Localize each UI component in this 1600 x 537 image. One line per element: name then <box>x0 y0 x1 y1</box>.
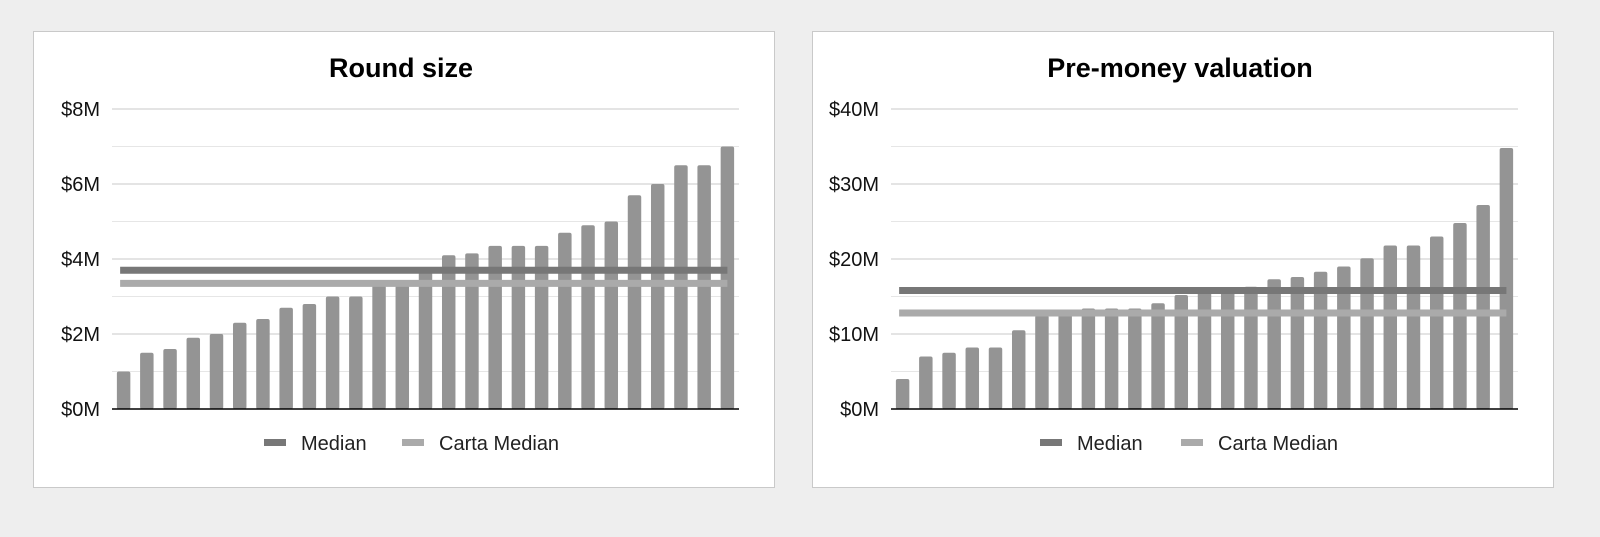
y-tick-label: $0M <box>840 399 879 421</box>
bar <box>919 356 933 409</box>
bar <box>965 347 980 409</box>
legend-label: Median <box>301 433 367 455</box>
bar <box>1313 271 1328 409</box>
y-tick-label: $6M <box>61 174 100 196</box>
bar <box>895 379 910 409</box>
y-tick-label: $30M <box>829 174 879 196</box>
bar <box>1151 303 1165 409</box>
bar <box>1244 286 1258 409</box>
y-tick-label: $8M <box>61 99 100 121</box>
bar <box>163 349 177 409</box>
legend-swatch <box>402 439 424 446</box>
bar <box>1174 295 1189 409</box>
legend-label: Carta Median <box>439 433 559 455</box>
legend-swatch <box>1040 439 1062 446</box>
bar <box>441 255 456 409</box>
bar <box>1220 287 1235 409</box>
bar <box>697 165 711 409</box>
bar <box>116 371 131 409</box>
bar <box>465 253 479 409</box>
bar <box>1337 266 1351 409</box>
pre-money-valuation-chart: Pre-money valuation $0M $10M $20M $30M $40M Me… <box>829 53 1518 455</box>
bar <box>349 296 363 409</box>
chart-title: Pre-money valuation <box>1047 53 1313 83</box>
pre-money-valuation-chart-panel: Pre-money valuation $0M $10M $20M $30M $40M Me… <box>812 31 1554 488</box>
chart-title: Round size <box>329 53 473 83</box>
bar <box>372 285 386 409</box>
legend-label: Median <box>1077 433 1143 455</box>
bar <box>140 352 154 409</box>
bar <box>650 184 665 409</box>
bar <box>720 146 735 409</box>
bar <box>302 304 317 409</box>
bar <box>558 232 572 409</box>
bar <box>1104 308 1119 409</box>
bar <box>418 270 433 409</box>
bar <box>395 285 410 409</box>
bar <box>1197 290 1212 409</box>
y-tick-label: $0M <box>61 399 100 421</box>
legend-label: Carta Median <box>1218 433 1338 455</box>
bar <box>604 221 619 409</box>
bar <box>1360 258 1374 409</box>
bar <box>256 319 270 409</box>
bar <box>942 352 956 409</box>
bar <box>1406 245 1421 409</box>
bar <box>988 347 1003 409</box>
bar <box>1058 313 1072 409</box>
bar <box>1267 279 1281 409</box>
bar <box>279 307 293 409</box>
y-tick-label: $4M <box>61 249 100 271</box>
bar <box>325 296 340 409</box>
bar <box>1035 315 1049 409</box>
bar <box>674 165 688 409</box>
bar <box>1290 277 1305 409</box>
bar <box>581 225 595 409</box>
bar <box>627 195 642 409</box>
bar <box>1429 236 1444 409</box>
bar <box>1081 308 1096 409</box>
bar <box>186 337 201 409</box>
legend-swatch <box>264 439 286 446</box>
legend-swatch <box>1181 439 1203 446</box>
bar <box>1128 308 1142 409</box>
bar <box>232 322 247 409</box>
round-size-chart: Round size $0M $2M $4M $6M $8M Median Carta Med… <box>61 53 739 455</box>
y-tick-label: $2M <box>61 324 100 346</box>
y-tick-label: $20M <box>829 249 879 271</box>
bar <box>1476 205 1490 409</box>
bar <box>1499 148 1514 409</box>
bar <box>209 334 224 409</box>
bar <box>1383 245 1398 409</box>
bar <box>1011 330 1026 409</box>
round-size-chart-panel: Round size $0M $2M $4M $6M $8M Median Carta Med… <box>33 31 775 488</box>
y-tick-label: $40M <box>829 99 879 121</box>
y-tick-label: $10M <box>829 324 879 346</box>
